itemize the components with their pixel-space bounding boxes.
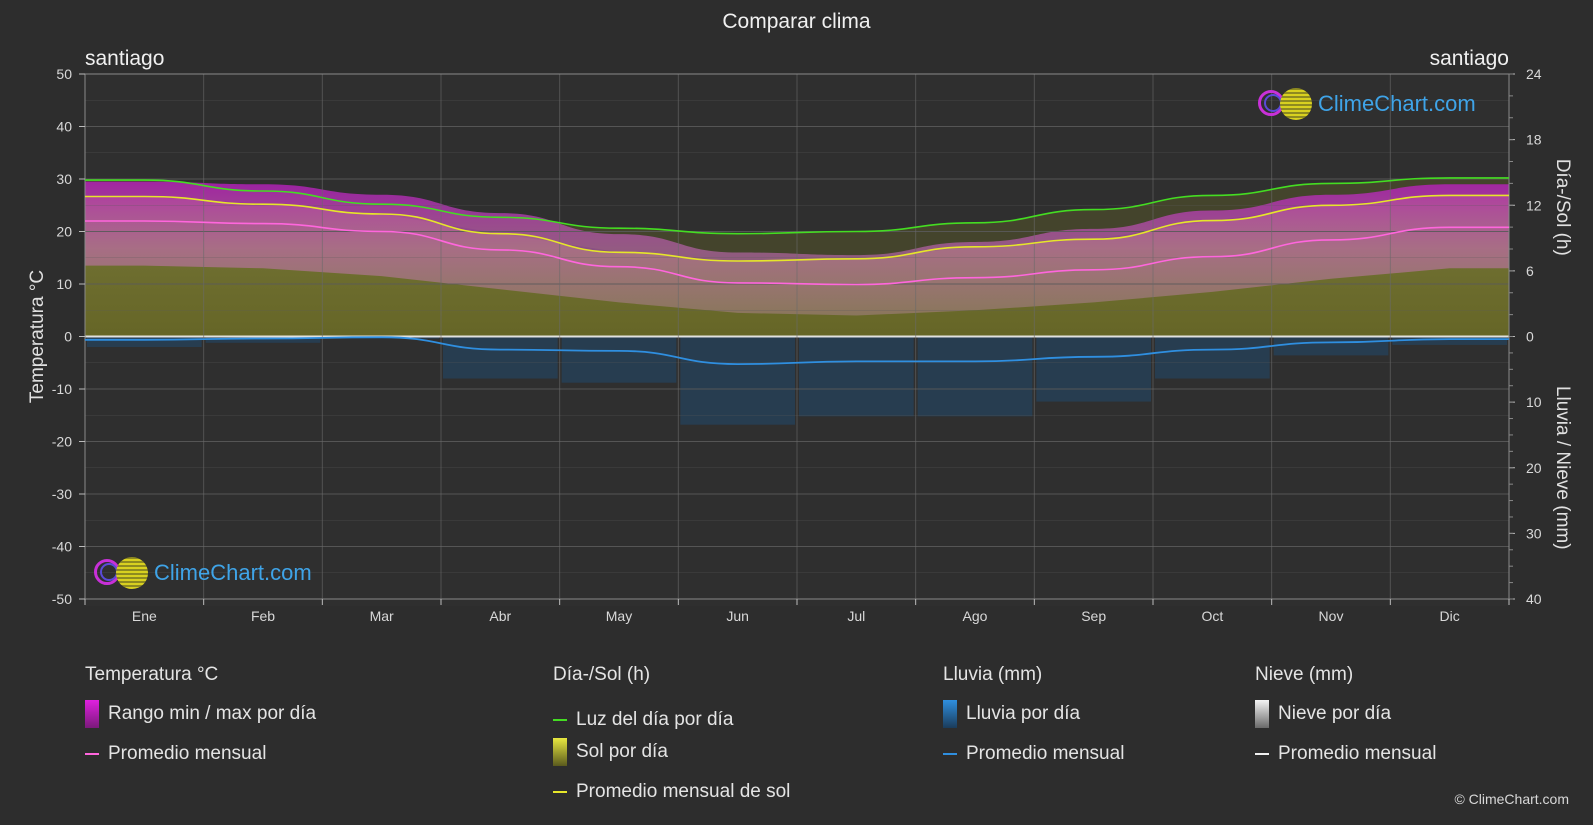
logo-top[interactable]: ClimeChart.com (1258, 86, 1476, 122)
rain-swatch (943, 700, 957, 728)
legend-temp-range-label: Rango min / max por día (108, 703, 317, 724)
logo-bottom[interactable]: ClimeChart.com (94, 555, 312, 591)
legend-snow-label: Nieve por día (1278, 703, 1392, 724)
y-right-tick-label: 18 (1526, 132, 1542, 148)
y-right-tick-label: 30 (1526, 525, 1542, 541)
temp-avg-line (85, 220, 1509, 286)
y-right-tick-label: 40 (1526, 591, 1542, 607)
legend-rain-label: Lluvia por día (966, 703, 1081, 724)
y-right-top-axis-title: Día-/Sol (h) (1552, 159, 1573, 256)
rain-per-day-bar (917, 336, 1033, 417)
legend-sun: Sol por día (553, 738, 668, 766)
legend-snow-avg-label: Promedio mensual (1278, 743, 1437, 764)
x-tick-label: Mar (370, 608, 394, 624)
x-tick-label: Jun (726, 608, 749, 624)
logo-text: ClimeChart.com (1318, 91, 1476, 116)
rain-per-day-bar (1155, 336, 1270, 379)
y-right-tick-label: 10 (1526, 394, 1542, 410)
rain-per-day-bar (443, 336, 558, 379)
legend-sun-header: Día-/Sol (h) (553, 664, 651, 685)
legend-sun-avg: Promedio mensual de sol (553, 781, 790, 803)
copyright: © ClimeChart.com (1454, 791, 1569, 807)
temp-range-swatch (85, 700, 99, 728)
rain-avg-swatch (943, 753, 957, 755)
legend-daylight-label: Luz del día por día (576, 709, 734, 730)
x-tick-label: Oct (1201, 608, 1223, 624)
x-tick-label: Dic (1440, 608, 1460, 624)
rain-per-day-bar (1273, 336, 1389, 356)
legend-daylight: Luz del día por día (553, 709, 733, 731)
snow-avg-swatch (1255, 753, 1269, 755)
y-right-tick-label: 24 (1526, 66, 1542, 82)
legend-temp-avg-label: Promedio mensual (108, 743, 267, 764)
y-right-tick-label: 6 (1526, 263, 1534, 279)
rain-per-day-bar (799, 336, 914, 417)
y-left-tick-label: 40 (56, 119, 72, 135)
daylight-swatch (553, 719, 567, 721)
x-tick-label: Ago (963, 608, 988, 624)
logo-text: ClimeChart.com (154, 560, 312, 585)
daylight-line (85, 177, 1509, 235)
x-tick-label: Abr (489, 608, 511, 624)
rain-per-day-bar (561, 336, 677, 383)
x-tick-label: Nov (1319, 608, 1344, 624)
legend-rain: Lluvia por día (943, 700, 1080, 728)
snow-swatch (1255, 700, 1269, 728)
sun-avg-swatch (553, 791, 567, 793)
legend-sun-avg-label: Promedio mensual de sol (576, 781, 791, 802)
legend-snow: Nieve por día (1255, 700, 1391, 728)
y-left-tick-label: -40 (52, 539, 72, 555)
city-left-label: santiago (85, 47, 165, 70)
legend-temp-header: Temperatura °C (85, 664, 219, 685)
legend-rain-avg: Promedio mensual (943, 743, 1124, 765)
rain-per-day-bar (1036, 336, 1151, 402)
y-left-tick-label: 10 (56, 276, 72, 292)
y-left-tick-label: 50 (56, 66, 72, 82)
y-left-tick-label: 30 (56, 171, 72, 187)
rain-per-day-bar (205, 336, 321, 343)
legend-temp-range: Rango min / max por día (85, 700, 316, 728)
y-left-tick-label: -20 (52, 434, 72, 450)
climechart-logo-icon (1258, 86, 1316, 122)
x-tick-label: Sep (1081, 608, 1106, 624)
y-left-tick-label: -30 (52, 486, 72, 502)
x-tick-label: Feb (251, 608, 275, 624)
chart-title: Comparar clima (722, 10, 871, 33)
y-right-bottom-axis-title: Lluvia / Nieve (mm) (1552, 386, 1573, 550)
legend-rain-avg-label: Promedio mensual (966, 743, 1125, 764)
city-right-label: santiago (1429, 47, 1509, 70)
rain-per-day-bar (1392, 336, 1507, 345)
rain-per-day-bar (87, 336, 202, 347)
y-right-tick-label: 0 (1526, 329, 1534, 345)
y-left-tick-label: 0 (64, 329, 72, 345)
sun-swatch (553, 738, 567, 766)
y-left-tick-label: 20 (56, 224, 72, 240)
x-tick-label: Jul (847, 608, 865, 624)
y-left-tick-label: -10 (52, 381, 72, 397)
rain-per-day-bar (680, 336, 795, 425)
x-tick-label: Ene (132, 608, 157, 624)
legend-temp-avg: Promedio mensual (85, 743, 266, 765)
legend-rain-header: Lluvia (mm) (943, 664, 1043, 685)
climechart-logo-icon (94, 555, 152, 591)
legend-sun-label: Sol por día (576, 741, 668, 762)
y-right-tick-label: 20 (1526, 460, 1542, 476)
y-right-tick-label: 12 (1526, 197, 1542, 213)
sun-avg-line (85, 194, 1509, 262)
y-left-tick-label: -50 (52, 591, 72, 607)
legend-snow-avg: Promedio mensual (1255, 743, 1436, 765)
x-tick-label: May (606, 608, 632, 624)
y-left-axis-title: Temperatura °C (27, 270, 48, 403)
legend-snow-header: Nieve (mm) (1255, 664, 1354, 685)
temp-avg-swatch (85, 753, 99, 755)
climate-chart: 50 40 30 20 10 0 -10 -20 -30 -40 -50 24 18 12 6 0 10 20 30… (27, 66, 1573, 624)
rain-avg-line (85, 336, 1509, 366)
